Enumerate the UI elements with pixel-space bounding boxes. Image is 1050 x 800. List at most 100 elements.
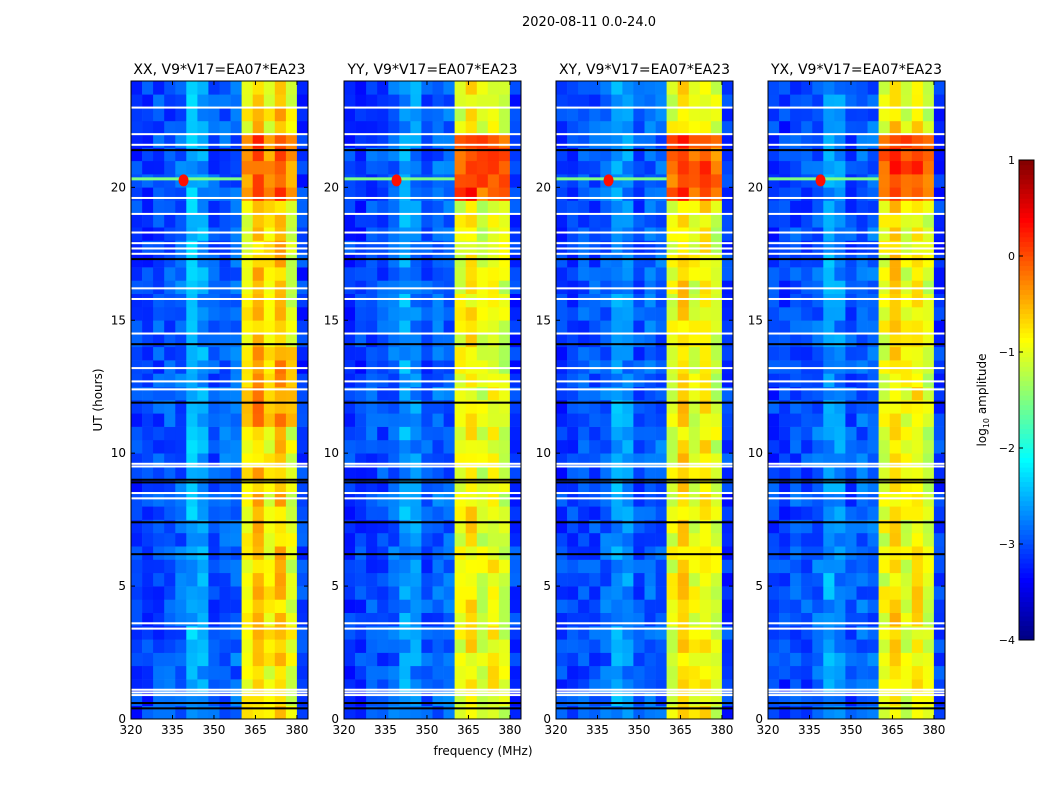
heatmap-cell [252, 599, 265, 613]
heatmap-cell [274, 346, 287, 361]
heatmap-cell [476, 81, 489, 95]
heatmap-cell [186, 81, 198, 95]
heatmap-cell [801, 493, 813, 507]
heatmap-cell [487, 81, 500, 95]
heatmap-cell [622, 120, 634, 135]
heatmap-cell [677, 81, 690, 95]
flagged-row-white [344, 388, 521, 391]
heatmap-cell [801, 599, 813, 613]
heatmap-cell [644, 227, 656, 241]
heatmap-cell [443, 572, 455, 587]
heatmap-cell [721, 413, 734, 427]
heatmap-cell [230, 599, 242, 613]
heatmap-cell [153, 227, 165, 241]
heatmap-cell [633, 134, 645, 148]
colorbar-segment [1019, 606, 1034, 612]
heatmap-cell [933, 599, 946, 613]
heatmap-cell [399, 373, 411, 387]
flagged-row-black [768, 149, 945, 152]
heatmap-cell [589, 253, 601, 268]
heatmap-cell [487, 400, 500, 414]
heatmap-cell [296, 107, 309, 122]
heatmap-cell [219, 599, 231, 613]
heatmap-cell [131, 426, 143, 441]
heatmap-cell [230, 107, 242, 122]
heatmap-cell [432, 174, 444, 188]
heatmap-cell [677, 346, 690, 361]
heatmap-cell [699, 506, 712, 520]
heatmap-cell [933, 413, 946, 427]
heatmap-cell [812, 652, 824, 667]
heatmap-cell [410, 479, 422, 494]
heatmap-cell [509, 333, 522, 348]
heatmap-cell [377, 665, 389, 680]
heatmap-cell [655, 519, 667, 534]
colorbar-segment [1019, 241, 1034, 247]
heatmap-cell [721, 626, 734, 640]
heatmap-cell [388, 679, 400, 693]
heatmap-cell [197, 453, 209, 467]
heatmap-cell [498, 360, 511, 374]
heatmap-cell [285, 413, 298, 427]
heatmap-cell [801, 120, 813, 135]
heatmap-cell [274, 479, 287, 494]
heatmap-cell [197, 519, 209, 534]
heatmap-cell [443, 519, 455, 534]
flagged-row-white [344, 252, 521, 255]
heatmap-cell [263, 586, 276, 600]
heatmap-cell [856, 519, 868, 534]
heatmap-cell [432, 134, 444, 148]
colorbar-segment [1019, 558, 1034, 564]
heatmap-cell [164, 532, 176, 547]
heatmap-cell [344, 612, 356, 627]
heatmap-cell [241, 320, 253, 334]
heatmap-cell [867, 439, 879, 454]
heatmap-cell [164, 81, 176, 95]
heatmap-cell [498, 639, 511, 653]
heatmap-cell [889, 453, 902, 467]
heatmap-cell [432, 267, 444, 281]
heatmap-cell [421, 652, 433, 667]
heatmap-cell [366, 386, 378, 401]
heatmap-cell [164, 426, 176, 441]
heatmap-cell [175, 81, 187, 95]
heatmap-cell [219, 240, 231, 255]
colorbar-segment [1019, 467, 1034, 473]
heatmap-cell [556, 307, 568, 321]
heatmap-cell [622, 320, 634, 334]
heatmap-cell [219, 346, 231, 361]
heatmap-cell [911, 360, 924, 374]
heatmap-cell [421, 360, 433, 374]
heatmap-cell [688, 81, 701, 95]
heatmap-cell [465, 293, 478, 308]
heatmap-cell [377, 240, 389, 255]
heatmap-cell [801, 705, 813, 720]
heatmap-cell [476, 160, 489, 175]
heatmap-cell [388, 81, 400, 95]
heatmap-cell [230, 692, 242, 706]
heatmap-cell [263, 174, 276, 188]
heatmap-cell [498, 240, 511, 255]
heatmap-cell [666, 267, 678, 281]
heatmap-cell [611, 426, 623, 441]
heatmap-cell [263, 227, 276, 241]
heatmap-cell [856, 386, 868, 401]
heatmap-cell [867, 373, 879, 387]
y-tick-label: 15 [111, 313, 126, 327]
heatmap-cell [677, 360, 690, 374]
heatmap-cell [410, 586, 422, 600]
heatmap-cell [355, 572, 367, 587]
heatmap-cell [274, 107, 287, 122]
heatmap-cell [644, 652, 656, 667]
heatmap-cell [721, 81, 734, 95]
heatmap-cell [834, 346, 846, 361]
heatmap-cell [454, 160, 466, 175]
heatmap-cell [344, 413, 356, 427]
heatmap-cell [388, 360, 400, 374]
heatmap-cell [710, 187, 723, 201]
heatmap-cell [344, 320, 356, 334]
heatmap-cell [556, 187, 568, 201]
heatmap-cell [655, 612, 667, 627]
heatmap-cell [845, 559, 857, 574]
heatmap-cell [509, 546, 522, 560]
